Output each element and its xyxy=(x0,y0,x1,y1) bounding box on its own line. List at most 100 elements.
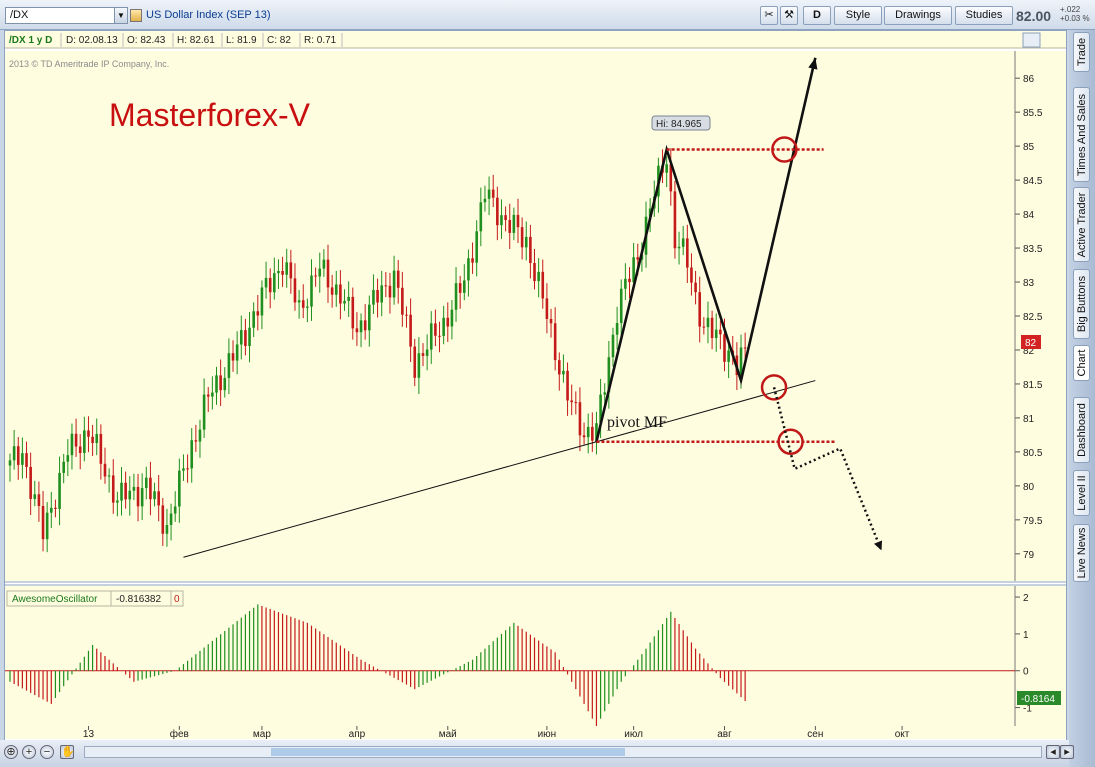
tab-dashboard[interactable]: Dashboard xyxy=(1073,397,1090,463)
candle-body xyxy=(289,262,293,279)
symbol-dropdown-button[interactable]: ▼ xyxy=(114,7,128,24)
osc-name[interactable]: AwesomeOscillator xyxy=(12,594,98,605)
candle-body xyxy=(37,494,41,506)
time-tick-label: окт xyxy=(895,729,910,739)
tab-times-and-sales[interactable]: Times And Sales xyxy=(1073,87,1090,182)
osc-value: -0.816382 xyxy=(116,594,161,605)
candle-body xyxy=(215,375,218,393)
symbol-info-icon[interactable] xyxy=(130,9,142,22)
candle-body xyxy=(512,214,516,233)
candle-body xyxy=(483,198,487,203)
candle-body xyxy=(611,334,615,358)
style-label: Style xyxy=(845,9,871,21)
copyright-text: 2013 © TD Ameritrade IP Company, Inc. xyxy=(9,59,169,69)
candle-body xyxy=(438,335,441,337)
tab-big-buttons[interactable]: Big Buttons xyxy=(1073,269,1090,339)
candle-body xyxy=(355,328,359,333)
watermark-text: Masterforex-V xyxy=(109,97,311,133)
scissors-icon[interactable]: ✂ xyxy=(760,6,778,25)
zoom-out-icon[interactable]: − xyxy=(40,745,54,759)
zoom-fit-icon[interactable]: ⊕ xyxy=(4,745,18,759)
candle-body xyxy=(178,470,181,507)
candle-body xyxy=(347,296,350,301)
zoom-in-icon[interactable]: + xyxy=(22,745,36,759)
candle-body xyxy=(70,433,74,456)
candle-body xyxy=(318,268,322,277)
symbol-input[interactable]: /DX xyxy=(5,7,115,24)
tab-active-trader[interactable]: Active Trader xyxy=(1073,187,1090,262)
candle-body xyxy=(471,258,474,263)
price-tick-label: 84 xyxy=(1023,210,1035,221)
candle-body xyxy=(533,263,536,282)
candle-body xyxy=(636,257,640,260)
candle-body xyxy=(458,283,462,293)
time-tick-label: фев xyxy=(170,728,189,739)
candle-body xyxy=(78,446,82,453)
time-tick-label: мар xyxy=(253,729,271,739)
scrollbar-thumb[interactable] xyxy=(271,748,625,756)
candle-body xyxy=(413,346,417,378)
studies-button[interactable]: Studies xyxy=(955,6,1013,25)
time-axis: 13 фев мар апр май июн июл авг сен окт xyxy=(83,726,910,739)
price-tick-label: 79 xyxy=(1023,550,1035,561)
time-scrollbar[interactable] xyxy=(84,746,1042,758)
candle-body xyxy=(541,271,545,299)
wave-zigzag xyxy=(595,57,817,443)
candle-body xyxy=(690,267,693,283)
info-bar xyxy=(5,31,1066,48)
overlays xyxy=(183,57,883,558)
candle-body xyxy=(388,285,392,298)
candle-body xyxy=(615,323,619,335)
scroll-left-icon[interactable]: ◂ xyxy=(1046,745,1060,759)
pivot-label: pivot MF xyxy=(607,414,667,431)
price-tick-label: 81.5 xyxy=(1023,380,1043,391)
scroll-right-icon[interactable]: ▸ xyxy=(1060,745,1074,759)
candle-body xyxy=(120,482,123,501)
candle-body xyxy=(186,468,189,470)
info-high: H: 82.61 xyxy=(177,35,215,46)
symbol-description: US Dollar Index (SEP 13) xyxy=(146,9,271,21)
price-tick-label: 80 xyxy=(1023,482,1035,493)
time-axis-bg xyxy=(5,726,1066,739)
period-d-button[interactable]: D xyxy=(803,6,831,25)
candle-body xyxy=(710,317,714,339)
osc-tick-label: 1 xyxy=(1023,630,1029,641)
candle-body xyxy=(665,164,668,173)
tab-live-news-label: Live News xyxy=(1075,527,1088,579)
chart-settings-icon[interactable] xyxy=(1022,32,1041,48)
last-price: 82.00 xyxy=(1016,8,1052,24)
change-pct: +0.03 % xyxy=(1060,14,1090,23)
price-tick-label: 85 xyxy=(1023,142,1035,153)
candle-body xyxy=(673,191,677,249)
candle-body xyxy=(628,278,631,283)
chart-svg[interactable]: /DX 1 y D D: 02.08.13 O: 82.43 H: 82.61 … xyxy=(5,31,1066,739)
info-symbol-period[interactable]: /DX 1 y D xyxy=(9,35,52,46)
candle-body xyxy=(566,370,569,401)
drawings-button[interactable]: Drawings xyxy=(884,6,952,25)
candle-body xyxy=(723,334,726,362)
candle-body xyxy=(293,278,297,303)
candle-body xyxy=(173,506,177,514)
tab-trade[interactable]: Trade xyxy=(1073,32,1090,72)
tab-live-news[interactable]: Live News xyxy=(1073,524,1090,582)
time-tick-label: июл xyxy=(624,729,643,739)
candle-body xyxy=(351,296,355,329)
time-tick-label: июн xyxy=(538,729,557,739)
candle-body xyxy=(537,271,540,282)
candle-body xyxy=(359,320,363,333)
candle-body xyxy=(376,289,379,303)
candle-body xyxy=(66,455,70,462)
tab-level-ii[interactable]: Level II xyxy=(1073,470,1090,516)
osc-zero-line-label: 0 xyxy=(174,594,180,605)
tab-trade-label: Trade xyxy=(1075,37,1088,67)
style-button[interactable]: Style xyxy=(834,6,882,25)
candle-body xyxy=(595,423,598,441)
candle-body xyxy=(467,258,470,281)
tab-chart-label: Chart xyxy=(1075,349,1088,377)
time-tick-label: авг xyxy=(717,729,732,739)
wrench-icon[interactable]: ⚒ xyxy=(780,6,798,25)
tab-chart[interactable]: Chart xyxy=(1073,345,1090,381)
candle-body xyxy=(136,486,140,507)
pan-hand-icon[interactable]: ✋ xyxy=(60,745,75,759)
candle-body xyxy=(545,298,549,319)
